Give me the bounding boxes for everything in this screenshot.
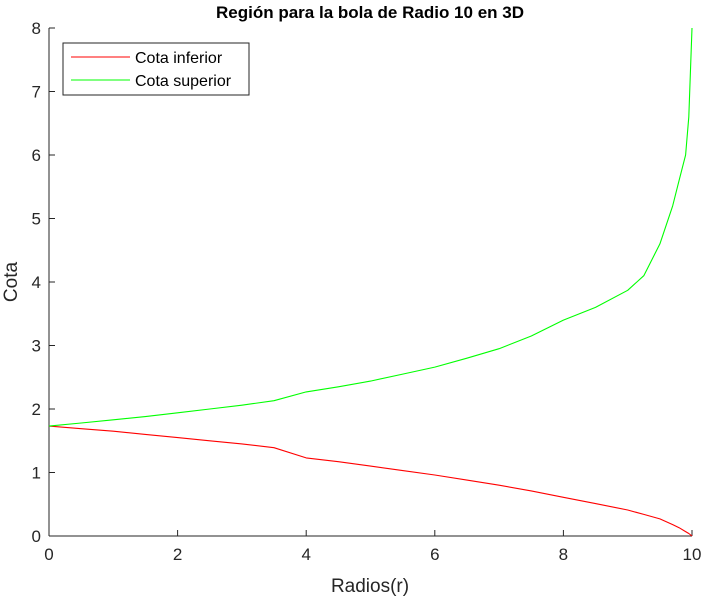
y-axis-label: Cota [1,262,22,303]
x-tick-label: 8 [559,545,568,564]
y-tick-label: 7 [32,83,41,102]
legend-label-cota-inferior: Cota inferior [135,50,223,67]
chart-title: Región para la bola de Radio 10 en 3D [216,3,524,22]
x-tick-label: 2 [173,545,182,564]
plot-lines [48,27,693,537]
y-tick-label: 1 [32,464,41,483]
x-tick-label: 4 [301,545,310,564]
axes: 0 2 4 6 8 10 0 1 2 3 4 5 6 7 8 [32,19,702,564]
x-tick-label: 6 [430,545,439,564]
legend: Cota inferior Cota superior [62,42,250,96]
series-cota-inferior [48,425,693,537]
x-axis-label: Radios(r) [331,576,409,597]
y-tick-label: 0 [32,527,41,546]
legend-label-cota-superior: Cota superior [135,73,232,90]
y-tick-label: 8 [32,19,41,38]
x-tick-label: 10 [683,545,702,564]
x-tick-label: 0 [44,545,53,564]
y-tick-label: 3 [32,337,41,356]
y-tick-label: 6 [32,146,41,165]
legend-box [62,42,250,96]
y-tick-label: 4 [32,273,41,292]
y-tick-label: 5 [32,210,41,229]
series-cota-superior [48,27,693,427]
y-tick-label: 2 [32,400,41,419]
